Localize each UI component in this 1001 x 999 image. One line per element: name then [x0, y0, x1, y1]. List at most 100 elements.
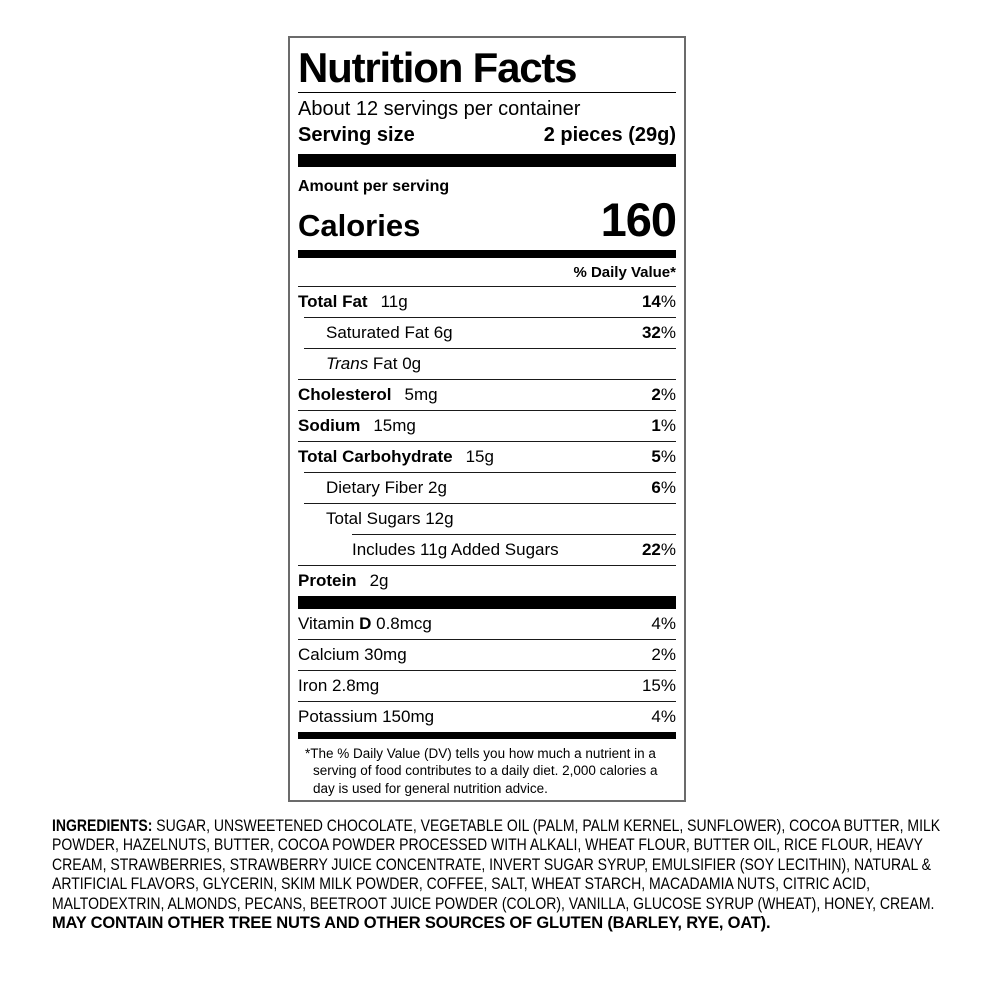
- thick-divider-bar: [298, 595, 676, 609]
- ingredients-heading: INGREDIENTS:: [52, 816, 153, 835]
- servings-per-container: About 12 servings per container: [298, 98, 581, 121]
- vitamin-rows: Vitamin D 0.8mcg 4% Calcium 30mg 2% Iron…: [298, 609, 676, 732]
- daily-value-number: 4: [651, 613, 661, 633]
- nutrient-row: Potassium 150mg 4%: [298, 702, 676, 732]
- row-separator: [298, 669, 676, 671]
- nutrient-row: Calcium 30mg 2%: [298, 640, 676, 670]
- nutrient-rows: Total Fat 11g 14% Saturated Fat 6g 32% Tr…: [298, 285, 676, 596]
- daily-value-number: 22: [641, 539, 661, 559]
- daily-value-number: 14: [641, 291, 661, 311]
- nutrient-name-bold: Protein: [298, 570, 357, 590]
- nutrient-name-bold: Cholesterol: [298, 384, 392, 404]
- percent-sign: %: [660, 415, 676, 435]
- serving-size-value: 2 pieces (29g): [543, 124, 676, 147]
- daily-value-header: % Daily Value*: [573, 263, 676, 281]
- nutrient-name-text: Includes 11g Added Sugars: [352, 539, 559, 559]
- daily-value-number: 4: [651, 706, 661, 726]
- daily-value: 4%: [651, 614, 676, 633]
- nutrient-name-text: Potassium 150mg: [298, 706, 435, 726]
- nutrient-row: Sodium 15mg 1%: [298, 411, 676, 441]
- row-separator: [298, 285, 676, 287]
- nutrient-name-rest: Fat 0g: [368, 353, 422, 373]
- daily-value: 2%: [651, 645, 676, 664]
- nutrient-name: Calcium 30mg: [298, 645, 407, 664]
- nutrient-amount: 2g: [369, 570, 389, 590]
- nutrient-amount: 5mg: [404, 384, 438, 404]
- ingredients-list: SUGAR, UNSWEETENED CHOCOLATE, VEGETABLE …: [52, 816, 941, 913]
- row-separator: [304, 347, 676, 349]
- row-separator: [298, 409, 676, 411]
- nutrient-row: Total Sugars 12g: [298, 504, 676, 534]
- nutrient-name-text: Total Sugars 12g: [326, 508, 454, 528]
- row-separator: [298, 638, 676, 640]
- nutrient-name-bold: Total Fat: [298, 291, 368, 311]
- nutrient-name: Iron 2.8mg: [298, 676, 379, 695]
- nutrient-row: Protein 2g: [298, 566, 676, 596]
- percent-sign: %: [660, 477, 676, 497]
- daily-value: 6%: [651, 478, 676, 497]
- nutrient-name: Total Carbohydrate 15g: [298, 447, 494, 466]
- daily-value: 2%: [651, 385, 676, 404]
- nutrient-name: Dietary Fiber 2g: [326, 478, 447, 497]
- footnote-divider-bar: [298, 731, 676, 739]
- daily-value: 4%: [651, 707, 676, 726]
- nutrient-row: Saturated Fat 6g 32%: [298, 318, 676, 348]
- amount-per-serving-label: Amount per serving: [298, 178, 450, 196]
- medium-divider-bar: [298, 249, 676, 258]
- percent-sign: %: [660, 706, 676, 726]
- nutrient-name-bold: Total Carbohydrate: [298, 446, 453, 466]
- nutrient-name: Total Sugars 12g: [326, 509, 454, 528]
- nutrient-name-rest: 0.8mcg: [371, 613, 432, 633]
- ingredients-section: INGREDIENTS: SUGAR, UNSWEETENED CHOCOLAT…: [52, 816, 958, 934]
- nutrient-row: Trans Fat 0g: [298, 349, 676, 379]
- thick-divider-bar: [298, 154, 676, 168]
- nutrient-name-text: Vitamin: [298, 613, 360, 633]
- nutrient-row: Total Fat 11g 14%: [298, 287, 676, 317]
- row-separator: [304, 502, 676, 504]
- percent-sign: %: [660, 446, 676, 466]
- percent-sign: %: [660, 675, 676, 695]
- nutrient-name: Protein 2g: [298, 571, 388, 590]
- percent-sign: %: [660, 613, 676, 633]
- nutrient-name-text: Dietary Fiber 2g: [326, 477, 447, 497]
- nutrient-row: Includes 11g Added Sugars 22%: [298, 535, 676, 565]
- nutrient-row: Dietary Fiber 2g 6%: [298, 473, 676, 503]
- row-separator: [304, 471, 676, 473]
- calories-label: Calories: [298, 208, 421, 244]
- daily-value-number: 6: [651, 477, 661, 497]
- panel-title: Nutrition Facts: [298, 44, 676, 94]
- daily-value: 5%: [651, 447, 676, 466]
- nutrient-row: Iron 2.8mg 15%: [298, 671, 676, 701]
- nutrient-name: Cholesterol 5mg: [298, 385, 438, 404]
- daily-value: 15%: [642, 676, 676, 695]
- allergen-statement: MAY CONTAIN OTHER TREE NUTS AND OTHER SO…: [52, 914, 771, 933]
- percent-sign: %: [660, 291, 676, 311]
- nutrient-name-text: Saturated Fat 6g: [326, 322, 453, 342]
- ingredients-text: INGREDIENTS: SUGAR, UNSWEETENED CHOCOLAT…: [52, 816, 958, 913]
- percent-sign: %: [660, 322, 676, 342]
- daily-value-number: 2: [651, 384, 661, 404]
- row-separator: [298, 564, 676, 566]
- nutrient-name-text: Calcium 30mg: [298, 644, 407, 664]
- percent-sign: %: [660, 384, 676, 404]
- nutrition-facts-panel: Nutrition Facts About 12 servings per co…: [288, 36, 686, 802]
- daily-value: 1%: [651, 416, 676, 435]
- row-separator: [298, 700, 676, 702]
- daily-value-number: 2: [651, 644, 661, 664]
- daily-value: 32%: [642, 323, 676, 342]
- nutrient-amount: 11g: [380, 291, 408, 311]
- nutrient-name: Sodium 15mg: [298, 416, 416, 435]
- row-separator: [304, 316, 676, 318]
- row-separator: [298, 440, 676, 442]
- calories-value: 160: [600, 193, 677, 247]
- daily-value: 14%: [642, 292, 676, 311]
- nutrient-row: Cholesterol 5mg 2%: [298, 380, 676, 410]
- daily-value: 22%: [642, 540, 676, 559]
- calories-row: Calories 160: [298, 193, 677, 249]
- nutrient-name-text: Iron 2.8mg: [298, 675, 380, 695]
- row-separator: [298, 378, 676, 380]
- nutrient-name-italic: Trans: [326, 353, 369, 373]
- nutrient-name: Includes 11g Added Sugars: [352, 540, 559, 559]
- nutrient-amount: 15g: [465, 446, 494, 466]
